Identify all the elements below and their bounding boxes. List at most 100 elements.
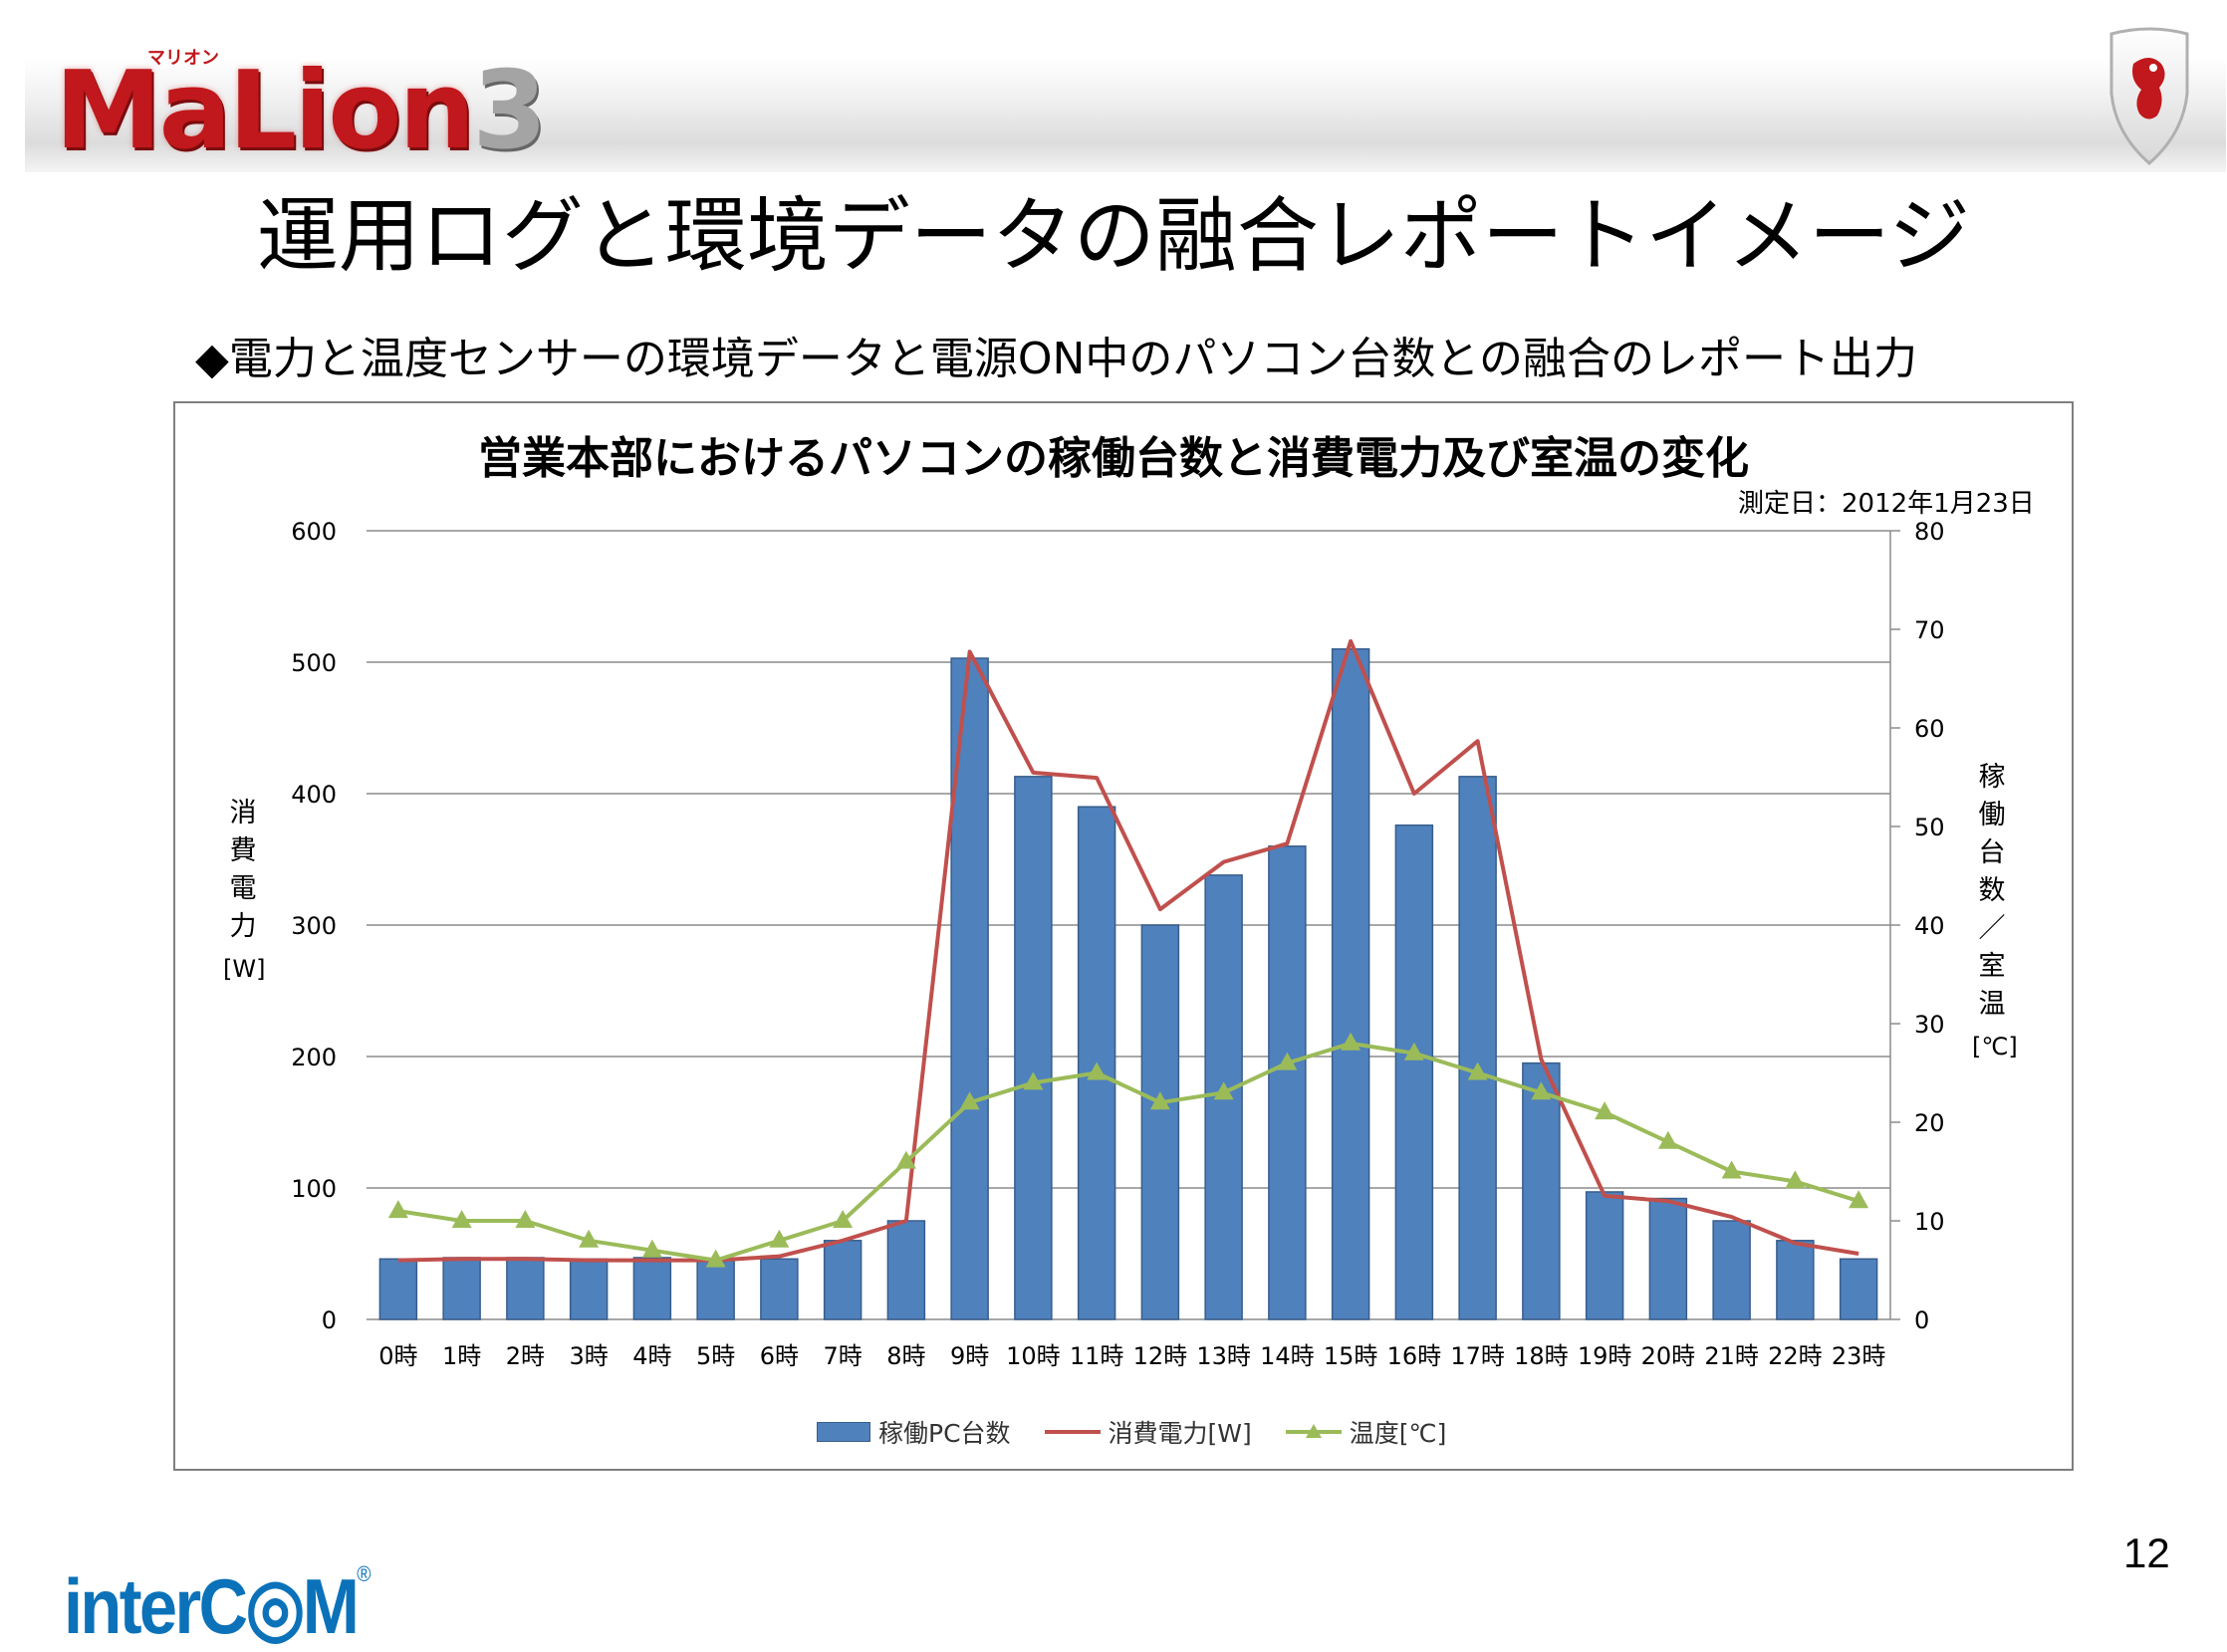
company-logo-text: interC	[64, 1562, 248, 1650]
point-temperature	[1785, 1170, 1806, 1189]
logo-ruby: マリオン	[147, 48, 219, 69]
logo-text: MaLion	[55, 49, 475, 173]
bar-pc-count	[1522, 1062, 1561, 1320]
point-temperature	[895, 1150, 916, 1169]
x-tick-label: 16時	[1387, 1342, 1442, 1370]
lion-shield-icon	[2109, 27, 2189, 166]
intercom-logo: interC◎M®	[64, 1561, 371, 1652]
y-right-tick-label: 20	[1914, 1109, 1945, 1137]
bar-pc-count	[1648, 1197, 1688, 1320]
x-tick-label: 4時	[632, 1342, 671, 1370]
page-number: 12	[2123, 1530, 2170, 1576]
point-temperature	[705, 1249, 726, 1268]
malion-logo: MaLion3	[55, 58, 547, 165]
y-right-tick-label: 0	[1914, 1306, 1929, 1334]
y-axis-left-label: 消費電力 [W]	[223, 795, 266, 988]
y-left-tick-label: 100	[291, 1175, 337, 1203]
x-tick-label: 7時	[823, 1342, 862, 1370]
bar-pc-count	[1839, 1258, 1878, 1320]
x-tick-label: 22時	[1768, 1342, 1823, 1370]
point-temperature	[1531, 1081, 1552, 1100]
x-tick-label: 5時	[696, 1342, 735, 1370]
x-tick-label: 8時	[886, 1342, 925, 1370]
legend-item-pc-count: 稼働PC台数	[817, 1414, 1011, 1450]
line-temperature	[397, 1041, 1859, 1263]
bar-pc-count	[760, 1258, 799, 1320]
point-temperature	[387, 1200, 408, 1219]
axis-label-char: 室	[1978, 951, 2006, 982]
point-temperature	[1467, 1062, 1488, 1080]
y-left-tick-label: 200	[291, 1044, 337, 1071]
axis-unit: [℃]	[1972, 1033, 2018, 1061]
x-tick-label: 19時	[1578, 1342, 1632, 1370]
bar-pc-count	[823, 1240, 863, 1320]
bar-pc-count	[1014, 776, 1053, 1320]
point-temperature	[1149, 1091, 1170, 1110]
point-temperature	[1277, 1052, 1298, 1070]
legend-label-pc-count: 稼働PC台数	[878, 1419, 1011, 1448]
x-tick-label: 13時	[1196, 1342, 1251, 1370]
bar-pc-count	[1776, 1240, 1815, 1320]
axis-label-char: 温	[1978, 989, 2006, 1020]
slide-title: 運用ログと環境データの融合レポートイメージ	[256, 189, 1971, 284]
point-temperature	[1213, 1081, 1234, 1100]
bar-pc-count	[1331, 648, 1370, 1320]
axis-label-char: 力	[229, 911, 257, 942]
point-temperature	[1403, 1042, 1424, 1061]
company-logo-end: M	[302, 1562, 360, 1650]
axis-label-char: 台	[1978, 837, 2006, 868]
x-tick-label: 0時	[378, 1342, 417, 1370]
legend-bar-swatch	[817, 1422, 870, 1442]
x-tick-label: 12時	[1133, 1342, 1188, 1370]
y-axis-right-label: 稼働台数 ／ 室温 [℃]	[1972, 759, 2018, 1065]
bar-pc-count	[1268, 845, 1307, 1320]
x-tick-label: 11時	[1070, 1342, 1124, 1370]
x-tick-label: 15時	[1324, 1342, 1378, 1370]
x-tick-label: 1時	[442, 1342, 481, 1370]
axis-label-char: ／	[1978, 913, 2006, 944]
x-tick-label: 10時	[1006, 1342, 1061, 1370]
legend-temp-swatch	[1285, 1424, 1342, 1438]
axis-label-char: 働	[1978, 800, 2006, 830]
y-right-tick-label: 40	[1914, 912, 1945, 940]
x-tick-label: 20時	[1641, 1342, 1696, 1370]
point-temperature	[1849, 1190, 1869, 1209]
legend-label-power: 消費電力[W]	[1108, 1419, 1252, 1448]
x-tick-label: 14時	[1260, 1342, 1315, 1370]
slide-subtitle: ◆電力と温度センサーの環境データと電源ON中のパソコン台数との融合のレポート出力	[195, 334, 1917, 384]
y-left-tick-label: 600	[291, 518, 337, 546]
bar-pc-count	[1140, 924, 1180, 1320]
line-power	[397, 638, 1859, 1263]
y-left-tick-label: 300	[291, 912, 337, 940]
axis-label-char: 数	[1978, 875, 2006, 906]
x-tick-label: 2時	[506, 1342, 545, 1370]
y-left-tick-label: 0	[322, 1306, 337, 1334]
point-temperature	[515, 1210, 536, 1228]
bar-pc-count	[886, 1220, 926, 1320]
y-right-tick-label: 30	[1914, 1011, 1945, 1039]
company-logo-o: ◎	[245, 1562, 305, 1650]
y-right-tick-label: 50	[1914, 814, 1945, 841]
point-temperature	[959, 1091, 980, 1110]
point-temperature	[641, 1239, 662, 1258]
axis-unit: [W]	[223, 955, 266, 983]
x-tick-label: 23時	[1832, 1342, 1886, 1370]
x-tick-label: 9時	[950, 1342, 989, 1370]
bar-pc-count	[442, 1257, 481, 1320]
measurement-date: 測定日：2012年1月23日	[1738, 489, 2035, 519]
y-right-tick-label: 80	[1914, 518, 1945, 546]
x-tick-label: 6時	[760, 1342, 799, 1370]
point-temperature	[579, 1229, 600, 1248]
point-temperature	[1023, 1071, 1044, 1090]
bar-pc-count	[506, 1257, 545, 1320]
point-temperature	[1595, 1101, 1615, 1120]
bar-pc-count	[1458, 776, 1497, 1320]
x-tick-label: 18時	[1514, 1342, 1569, 1370]
x-tick-label: 21時	[1704, 1342, 1759, 1370]
registered-mark: ®	[357, 1561, 371, 1586]
bar-pc-count	[696, 1258, 735, 1320]
header-band	[25, 58, 2226, 172]
x-tick-label: 3時	[569, 1342, 608, 1370]
chart-legend: 稼働PC台数 消費電力[W] 温度[℃]	[817, 1414, 1480, 1450]
